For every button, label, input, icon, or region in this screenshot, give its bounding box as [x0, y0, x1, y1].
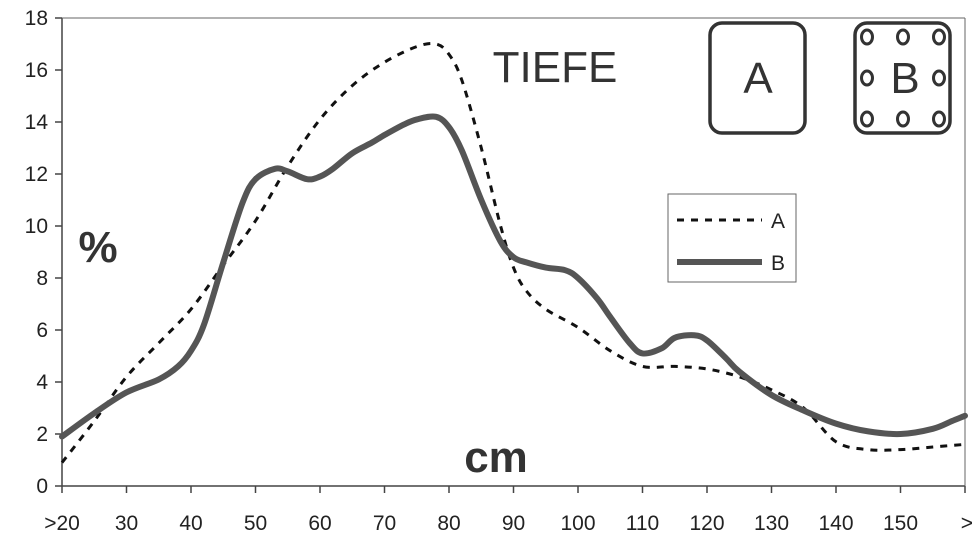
x-tick-label: 70 — [373, 512, 396, 535]
x-tick-label: 150 — [883, 512, 918, 535]
x-tick-label: >20 — [44, 512, 80, 535]
y-tick-label: 8 — [36, 267, 48, 290]
x-tick-label: 90 — [502, 512, 525, 535]
icon-a-label: A — [743, 54, 773, 103]
y-tick-label: 12 — [25, 163, 48, 186]
icon-b-square — [853, 21, 952, 135]
y-tick-label: 2 — [36, 423, 48, 446]
icon-b: B — [853, 21, 952, 135]
icon-b-dot — [932, 69, 946, 87]
series-layer — [59, 41, 968, 464]
x-tick-label: 80 — [437, 512, 460, 535]
x-tick-label: 100 — [560, 512, 595, 535]
x-tick-label: 50 — [244, 512, 267, 535]
y-axis-label: % — [78, 223, 117, 272]
x-tick-label: 120 — [689, 512, 724, 535]
icon-b-dot — [860, 110, 874, 128]
icon-b-label: B — [890, 54, 919, 103]
legend: A B — [667, 193, 797, 283]
icon-b-dot — [932, 28, 946, 46]
icon-b-dot — [932, 110, 946, 128]
x-tick-label: 130 — [754, 512, 789, 535]
x-ticks: >20 30 40 50 60 70 80 90 100 110 120 130 140 150 > — [44, 486, 973, 535]
icon-b-dot — [860, 69, 874, 87]
icon-a-square — [708, 21, 807, 135]
y-tick-label: 16 — [25, 59, 48, 82]
icon-b-dots — [860, 28, 946, 128]
y-tick-label: 6 — [36, 319, 48, 342]
y-tick-label: 14 — [25, 111, 49, 134]
chart-title: TIEFE — [493, 43, 618, 92]
icon-a: A — [708, 21, 807, 135]
legend-box — [667, 193, 797, 283]
icon-b-dot — [896, 110, 910, 128]
x-tick-label: 40 — [179, 512, 202, 535]
x-axis-label: cm — [464, 433, 528, 482]
series-line-b — [59, 113, 968, 440]
legend-label-a: A — [771, 210, 785, 233]
y-tick-label: 4 — [36, 371, 48, 394]
y-tick-label: 18 — [25, 7, 48, 30]
x-tick-label: 140 — [818, 512, 853, 535]
x-tick-label: 30 — [115, 512, 138, 535]
icon-b-dot — [860, 28, 874, 46]
series-line-a — [60, 41, 966, 464]
x-tick-label: 60 — [308, 512, 331, 535]
axes — [61, 17, 966, 487]
legend-label-b: B — [771, 252, 785, 275]
y-tick-label: 10 — [25, 215, 48, 238]
x-tick-label: 110 — [626, 512, 659, 535]
x-tick-label: > — [961, 512, 973, 535]
y-ticks: 0 2 4 6 8 10 12 14 16 18 — [25, 7, 62, 498]
icon-b-dot — [896, 28, 910, 46]
y-tick-label: 0 — [36, 475, 48, 498]
